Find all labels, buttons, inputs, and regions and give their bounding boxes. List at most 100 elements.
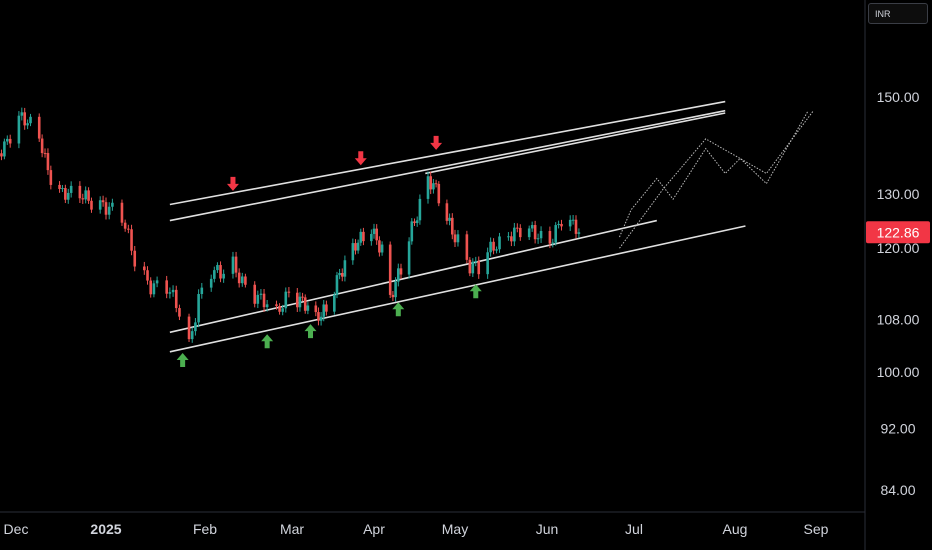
candle-body: [437, 183, 441, 204]
candle-body: [284, 291, 288, 309]
candle-body: [240, 276, 244, 284]
candle-body: [380, 244, 384, 253]
candle-body: [394, 281, 397, 298]
candle-body: [171, 289, 175, 293]
candle-body: [415, 220, 419, 224]
time-axis[interactable]: Dec 2025 Feb Mar Apr May Jun Jul Aug Sep: [4, 521, 829, 537]
arrow-down-icon: [226, 176, 239, 191]
candle-body: [571, 219, 575, 221]
candle-body: [306, 305, 310, 311]
arrow-up-icon: [261, 334, 274, 349]
time-tick-label: Apr: [363, 521, 385, 537]
candle-body: [253, 284, 257, 304]
candle-body: [43, 153, 47, 155]
currency-selector[interactable]: INR: [868, 3, 928, 24]
candle-body: [64, 188, 67, 200]
candle-body: [489, 241, 492, 253]
trendline-upper-outer[interactable]: [169, 100, 726, 206]
trendline-lower-inner[interactable]: [169, 219, 657, 334]
candle-body: [407, 241, 411, 275]
projection-line-2[interactable]: [619, 110, 814, 249]
candle-body: [295, 292, 299, 308]
candle-body: [222, 273, 225, 279]
candle-body: [104, 202, 108, 215]
candle-body: [58, 184, 61, 189]
candle-body: [551, 242, 555, 244]
candle-body: [513, 227, 516, 242]
candle-body: [17, 115, 21, 144]
candle-body: [530, 225, 534, 229]
candle-body: [577, 232, 581, 234]
arrow-up-icon: [304, 324, 317, 339]
candle-body: [399, 268, 403, 275]
candle-body: [335, 275, 339, 295]
candle-body: [495, 249, 498, 251]
trendline-upper-inner[interactable]: [169, 109, 726, 222]
candle-body: [507, 236, 510, 238]
candle-body: [46, 153, 50, 171]
candle-body: [262, 293, 266, 308]
trend-channel: [169, 100, 746, 353]
candle-body: [146, 270, 149, 281]
trendline-lower-outer[interactable]: [169, 225, 746, 353]
candlestick-series: [0, 107, 581, 343]
candle-body: [465, 234, 469, 260]
candle-body: [200, 287, 204, 295]
candle-body: [317, 312, 320, 321]
candle-body: [486, 252, 489, 275]
price-tick-label: 130.00: [877, 186, 920, 202]
candle-body: [301, 296, 304, 298]
candle-body: [359, 231, 363, 243]
candle-body: [477, 261, 481, 275]
candle-body: [351, 243, 355, 261]
candle-body: [155, 280, 159, 284]
projection-line-1[interactable]: [619, 110, 809, 238]
candle-body: [87, 190, 90, 201]
candle-body: [40, 138, 44, 154]
time-tick-label: May: [442, 521, 468, 537]
candle-body: [370, 233, 373, 242]
currency-label: INR: [875, 9, 891, 19]
trendline-upper-inner-2[interactable]: [425, 112, 726, 175]
price-tick-label: 100.00: [877, 364, 920, 380]
candle-body: [557, 223, 560, 226]
candle-body: [303, 297, 307, 311]
candle-body: [143, 266, 146, 271]
candle-body: [560, 223, 563, 227]
candle-body: [265, 304, 269, 308]
price-axis[interactable]: 84.00 92.00 100.00 108.00 120.00 130.00 150.00: [877, 89, 920, 498]
price-tick-label: 84.00: [880, 482, 915, 498]
candle-body: [219, 265, 222, 279]
candle-body: [378, 240, 381, 253]
candle-body: [216, 265, 219, 271]
candle-body: [340, 272, 344, 277]
candle-body: [536, 238, 540, 240]
candle-body: [468, 259, 472, 274]
candle-body: [237, 272, 241, 284]
time-tick-label: Feb: [193, 521, 217, 537]
candle-body: [391, 294, 395, 298]
candle-body: [333, 294, 336, 312]
price-tick-label: 120.00: [877, 240, 920, 256]
candle-body: [29, 116, 32, 124]
candle-body: [429, 176, 432, 190]
candle-body: [397, 268, 400, 282]
candle-body: [410, 221, 414, 242]
arrow-down-icon: [354, 151, 367, 166]
candle-body: [533, 225, 537, 240]
price-tick-label: 150.00: [877, 89, 920, 105]
candle-body: [120, 202, 124, 223]
time-tick-label: Sep: [804, 521, 829, 537]
last-price-tag: 122.86: [866, 221, 930, 244]
arrow-down-icon: [430, 135, 443, 150]
candle-body: [314, 305, 318, 313]
candle-body: [413, 221, 416, 224]
candle-body: [426, 176, 430, 199]
candle-body: [0, 153, 3, 157]
candle-body: [510, 236, 513, 242]
candle-body: [354, 243, 357, 251]
candle-body: [418, 198, 422, 221]
candle-body: [527, 228, 531, 238]
